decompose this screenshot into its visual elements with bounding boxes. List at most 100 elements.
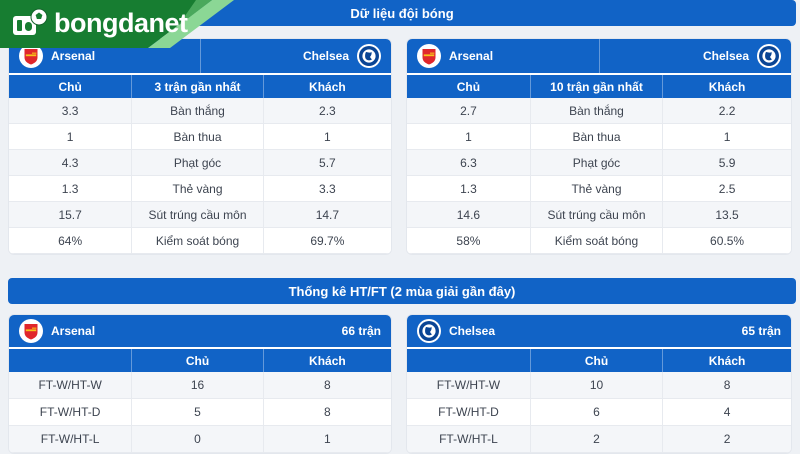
logo-ball-icon (13, 8, 48, 35)
away-value: 5.7 (319, 155, 336, 170)
home-value: 14.6 (456, 207, 481, 222)
away-value: 8 (324, 405, 331, 419)
stat-label: Bàn thắng (131, 98, 264, 123)
home-value: 0 (131, 426, 264, 452)
table-row: 1.3 Thẻ vàng 3.3 (9, 176, 391, 202)
home-value: 58% (456, 233, 481, 248)
table-row: FT-W/HT-L 2 2 (407, 426, 791, 453)
htft-table-chelsea: Chelsea 65 trận Chủ Khách FT-W/HT-W 10 8… (406, 314, 792, 454)
away-value: 14.7 (315, 207, 340, 222)
table-row: 1 Bàn thua 1 (9, 124, 391, 150)
chelsea-crest-icon (417, 319, 441, 343)
away-value: 1 (324, 432, 331, 446)
htft-label: FT-W/HT-W (38, 378, 102, 392)
table-row: FT-W/HT-D 5 8 (9, 399, 391, 426)
home-value: 15.7 (58, 207, 82, 222)
arsenal-crest-icon (19, 44, 43, 68)
chelsea-crest-icon (757, 44, 781, 68)
arsenal-crest-icon (417, 44, 441, 68)
logo-banner-shape (0, 0, 234, 48)
away-value: 2.5 (718, 181, 736, 196)
home-value: 2 (529, 426, 664, 452)
htft-label: FT-W/HT-L (439, 432, 498, 446)
home-team-name: Arsenal (449, 49, 494, 63)
logo-wordmark: bongdanet (54, 8, 188, 38)
site-logo[interactable]: bongdanet (0, 0, 240, 48)
home-value: 1.3 (61, 181, 79, 196)
table-row: FT-W/HT-W 16 8 (9, 372, 391, 399)
table-row: 15.7 Sút trúng cầu môn 14.7 (9, 202, 391, 228)
col-period: 10 trận gần nhất (529, 75, 664, 98)
col-home: Chủ (58, 79, 82, 94)
col-home: Chủ (131, 349, 264, 372)
stats-panel-10-matches: Arsenal Chelsea Chủ 10 trận gần nhất Khá… (406, 38, 792, 255)
table-row: 1 Bàn thua 1 (407, 124, 791, 150)
away-team: Chelsea (200, 39, 391, 73)
team-header: Arsenal Chelsea (407, 39, 791, 73)
stat-label: Sút trúng cầu môn (529, 202, 664, 227)
stat-label: Thẻ vàng (131, 176, 264, 201)
htft-label: FT-W/HT-D (438, 405, 499, 419)
match-count: 65 trận (741, 324, 781, 338)
away-value: 8 (324, 378, 331, 392)
table-row: 6.3 Phạt góc 5.9 (407, 150, 791, 176)
table-row: 58% Kiểm soát bóng 60.5% (407, 228, 791, 254)
stat-label: Kiểm soát bóng (131, 228, 264, 253)
away-value: 69.7% (310, 233, 345, 248)
home-team: Arsenal (9, 39, 200, 73)
table-row: FT-W/HT-W 10 8 (407, 372, 791, 399)
home-value: 2.7 (460, 103, 477, 118)
htft-section-header: Thống kê HT/FT (2 mùa giải gần đây) (8, 278, 796, 304)
col-blank (9, 349, 131, 372)
home-value: 4.3 (61, 155, 79, 170)
htft-label: FT-W/HT-D (39, 405, 101, 419)
away-value: 2.3 (319, 103, 336, 118)
home-value: 16 (131, 372, 264, 398)
table-row: 2.7 Bàn thắng 2.2 (407, 98, 791, 124)
team-name: Arsenal (51, 324, 96, 338)
away-value: 5.9 (718, 155, 736, 170)
away-value: 13.5 (715, 207, 739, 222)
home-team: Arsenal (407, 39, 599, 73)
team-header: Chelsea 65 trận (407, 315, 791, 347)
stat-label: Bàn thắng (529, 98, 664, 123)
col-home: Chủ (529, 349, 664, 372)
home-value: 6 (529, 399, 664, 425)
team-name: Chelsea (449, 324, 496, 338)
col-away: Khách (309, 353, 346, 368)
stat-label: Sút trúng cầu môn (131, 202, 264, 227)
home-value: 6.3 (460, 155, 477, 170)
table-row: 1.3 Thẻ vàng 2.5 (407, 176, 791, 202)
away-value: 3.3 (319, 181, 336, 196)
home-value: 3.3 (61, 103, 79, 118)
away-value: 1 (324, 129, 331, 144)
column-header: Chủ 10 trận gần nhất Khách (407, 73, 791, 98)
col-home: Chủ (456, 79, 481, 94)
away-value: 2.2 (718, 103, 736, 118)
away-value: 60.5% (710, 233, 745, 248)
htft-table-arsenal: Arsenal 66 trận Chủ Khách FT-W/HT-W 16 8… (8, 314, 392, 454)
home-value: 1 (465, 129, 472, 144)
col-period: 3 trận gần nhất (131, 75, 264, 98)
chelsea-crest-icon (357, 44, 381, 68)
home-value: 64% (58, 233, 83, 248)
away-value: 2 (723, 432, 731, 446)
stat-label: Bàn thua (131, 124, 264, 149)
table-row: 14.6 Sút trúng cầu môn 13.5 (407, 202, 791, 228)
home-value: 1.3 (460, 181, 477, 196)
stats-panel-3-matches: Arsenal Chelsea Chủ 3 trận gần nhất Khác… (8, 38, 392, 255)
htft-section-title: Thống kê HT/FT (2 mùa giải gần đây) (288, 283, 516, 299)
away-team: Chelsea (599, 39, 791, 73)
col-away: Khách (708, 79, 746, 94)
stat-label: Phạt góc (131, 150, 264, 175)
away-value: 8 (723, 378, 731, 392)
section-title: Dữ liệu đội bóng (350, 5, 454, 21)
table-row: 64% Kiểm soát bóng 69.7% (9, 228, 391, 254)
team-header: Arsenal 66 trận (9, 315, 391, 347)
match-count: 66 trận (341, 324, 381, 338)
home-value: 1 (66, 129, 74, 144)
stat-label: Phạt góc (529, 150, 664, 175)
table-row: 4.3 Phạt góc 5.7 (9, 150, 391, 176)
away-value: 4 (723, 405, 731, 419)
arsenal-crest-icon (19, 319, 43, 343)
